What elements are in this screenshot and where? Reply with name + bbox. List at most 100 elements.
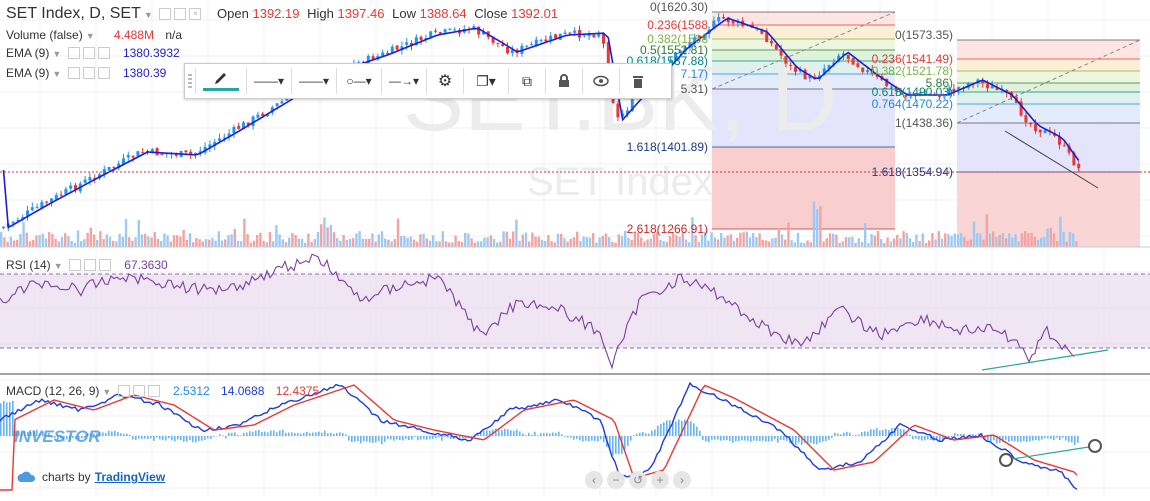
macd-histogram-bar [867,432,869,436]
candle-body [549,36,552,40]
volume-bar [589,238,591,247]
lock-button[interactable] [546,68,583,94]
settings-box-icon[interactable] [68,67,80,79]
macd-signal-value: 12.4375 [276,384,319,398]
macd-histogram-bar [1029,436,1031,441]
chevron-down-icon[interactable]: ▼ [86,31,95,41]
scroll-left-icon[interactable]: ‹ [585,471,603,489]
eye-box-icon[interactable] [174,8,186,20]
close-box-icon[interactable] [98,47,110,59]
volume-bar [150,238,152,247]
macd-histogram-bar [774,436,776,439]
volume-bar [125,219,127,247]
volume-bar [733,241,735,247]
settings-box-icon[interactable] [68,47,80,59]
scroll-right-icon[interactable]: › [673,471,691,489]
chevron-down-icon[interactable]: ▼ [54,261,63,271]
tradingview-credit[interactable]: charts by TradingView [16,470,165,484]
line-start-button[interactable]: ○—▾ [337,68,382,94]
volume-bar [26,233,28,247]
delete-button[interactable] [620,68,656,94]
chevron-down-icon[interactable]: ▼ [144,10,153,20]
volume-bar [509,239,511,247]
macd-histogram-bar [240,435,242,436]
macd-histogram-bar [699,431,701,436]
volume-bar [390,241,392,247]
chevron-down-icon[interactable]: ▼ [102,387,111,397]
macd-histogram-bar [297,433,299,436]
volume-bar [19,234,21,247]
macd-histogram-bar [1047,436,1049,438]
macd-histogram-bar [399,436,401,440]
macd-legend[interactable]: MACD (12, 26, 9)▼ 2.5312 14.0688 12.4375 [6,384,319,398]
chevron-down-icon[interactable]: ▼ [52,49,61,59]
settings-icon: ⚙ [438,71,452,91]
macd-histogram-bar [192,436,194,442]
volume-bar [416,242,418,247]
volume-bar [720,233,722,247]
eye-box-icon[interactable] [84,259,96,271]
volume-bar [947,234,949,247]
macd-histogram-bar [762,436,764,441]
volume-bar [1069,232,1071,247]
eye-box-icon[interactable] [133,385,145,397]
candle-body [444,29,447,32]
candle-body [986,84,989,88]
symbol-title[interactable]: SET Index, D, SET [6,5,141,22]
macd-histogram-bar [1071,436,1073,442]
zoom-out-icon[interactable]: − [607,471,625,489]
eye-box-icon[interactable] [83,67,95,79]
macd-histogram-bar [717,436,719,440]
line-style-button[interactable]: ——▾ [247,68,292,94]
volume-bar [163,233,165,247]
toolbar-drag-handle[interactable] [185,68,196,94]
layers-button[interactable]: ⧉ [509,68,546,94]
macd-histogram-bar [573,436,575,440]
volume-bar [886,237,888,247]
settings-box-icon[interactable] [159,8,171,20]
volume-bar [1027,233,1029,247]
macd-histogram-bar [117,432,119,436]
line-width-button[interactable]: ——▾ [292,68,337,94]
trendline-handle-start[interactable] [1000,454,1012,466]
chevron-down-icon[interactable]: ▼ [52,69,61,79]
volume-legend[interactable]: Volume (false)▼ 4.488M n/a [6,28,182,42]
volume-bar [29,241,31,247]
settings-box-icon[interactable] [118,385,130,397]
trendline-handle-end[interactable] [1089,440,1101,452]
macd-histogram-bar [1068,436,1070,442]
line-end-button[interactable]: —→▾ [382,68,427,94]
rsi-label: RSI (14) [6,258,51,272]
eye-box-icon[interactable] [83,47,95,59]
settings-box-icon[interactable] [69,259,81,271]
rsi-legend[interactable]: RSI (14)▼ 67.3630 [6,258,168,272]
macd-histogram-bar [885,429,887,436]
volume-bar [950,236,952,247]
visibility-button[interactable] [583,68,620,94]
tradingview-link[interactable]: TradingView [95,470,165,484]
reset-icon[interactable]: ↺ [629,471,647,489]
macd-histogram-bar [441,436,443,441]
macd-histogram-bar [300,434,302,436]
macd-histogram-bar [501,430,503,436]
macd-histogram-bar [324,431,326,436]
volume-bar [678,237,680,247]
ema-legend-2[interactable]: EMA (9)▼ 1380.39 [6,66,166,80]
volume-bar [54,239,56,247]
settings-button[interactable]: ⚙ [427,68,464,94]
chart-navigation[interactable]: ‹ − ↺ + › [585,471,691,489]
macd-histogram-bar [171,436,173,440]
close-box-icon[interactable] [148,385,160,397]
macd-histogram-bar [795,436,797,445]
volume-bar [86,233,88,247]
clone-button[interactable]: ❐▾ [464,68,509,94]
line-color-button[interactable] [196,68,247,94]
close-box-icon[interactable]: × [189,8,201,20]
macd-histogram-bar [816,436,818,444]
close-box-icon[interactable] [98,67,110,79]
ema-legend-1[interactable]: EMA (9)▼ 1380.3932 [6,46,180,60]
drawing-toolbar[interactable]: ——▾ ——▾ ○—▾ —→▾ ⚙ ❐▾ ⧉ [184,63,672,99]
close-box-icon[interactable] [99,259,111,271]
macd-histogram-bar [327,433,329,436]
zoom-in-icon[interactable]: + [651,471,669,489]
